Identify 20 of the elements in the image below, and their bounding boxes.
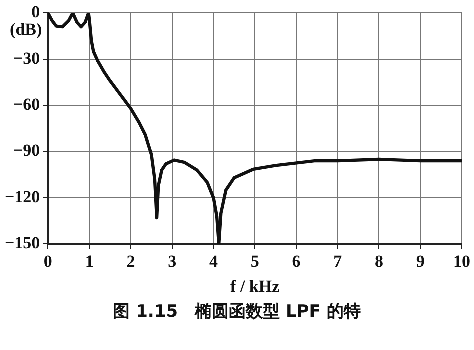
x-tick-label: 0 bbox=[44, 252, 52, 271]
x-tick-label: 5 bbox=[250, 252, 260, 271]
x-tick-label: 4 bbox=[209, 252, 218, 271]
x-axis-title: f / kHz bbox=[230, 277, 280, 296]
y-tick-label: 0 bbox=[32, 2, 40, 22]
x-tick-label: 9 bbox=[416, 252, 425, 271]
x-tick-label: 10 bbox=[454, 252, 470, 271]
x-tick-label: 8 bbox=[374, 252, 384, 271]
y-tick-label: −150 bbox=[5, 234, 40, 253]
x-tick-label: 6 bbox=[292, 252, 301, 271]
x-tick-label: 1 bbox=[85, 252, 94, 271]
x-tick-label: 3 bbox=[168, 252, 177, 271]
x-tick-label: 2 bbox=[126, 252, 136, 271]
caption: 图 1.15 椭圆函数型 LPF 的特 bbox=[112, 301, 362, 323]
y-axis-title: (dB) bbox=[10, 20, 42, 40]
y-tick-label: −60 bbox=[14, 94, 40, 114]
x-tick-label: 7 bbox=[334, 252, 343, 271]
y-tick-label: −120 bbox=[5, 187, 40, 206]
y-tick-label: −30 bbox=[14, 48, 40, 68]
y-tick-label: −90 bbox=[14, 141, 40, 160]
